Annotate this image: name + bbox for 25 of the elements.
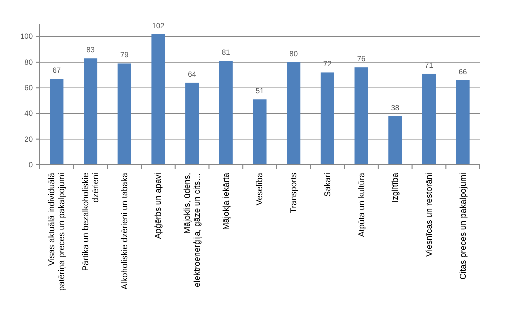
bar	[84, 58, 98, 165]
bar	[186, 82, 200, 165]
x-tick-label: Mājoklis, ūdens, elektroenerģija, gāze un cits…	[182, 173, 202, 288]
x-tick-label: Veselība	[254, 172, 265, 206]
bar	[320, 72, 334, 165]
x-tick-label: Atpūta un kultūra	[356, 172, 366, 238]
x-tick-label: Transports	[288, 173, 299, 214]
x-tick-label: Izglītība	[390, 172, 400, 203]
x-tick-label: Sakari	[322, 172, 332, 198]
x-tick-label: Viesnīcas un restorāni	[424, 172, 434, 257]
bar	[152, 34, 166, 165]
bar	[354, 68, 368, 165]
bar	[219, 61, 233, 165]
bar	[287, 62, 301, 165]
bar	[388, 116, 402, 165]
x-tick-label: Alkoholiskie dzērieni un tabaka	[119, 172, 130, 290]
bar	[253, 100, 267, 165]
x-tick-label: Citas preces un pakalpojumi	[458, 172, 468, 280]
bar	[422, 74, 436, 165]
x-tick-label: Mājokļa iekārta	[220, 172, 231, 230]
x-tick-label: Visas aktuālā individuālā patēriņa preces un pakalpojumi	[46, 172, 67, 292]
x-tick-label: Apģērbs un apavi	[153, 172, 164, 240]
bar	[456, 80, 470, 165]
bar	[50, 79, 64, 165]
bar	[118, 64, 132, 165]
